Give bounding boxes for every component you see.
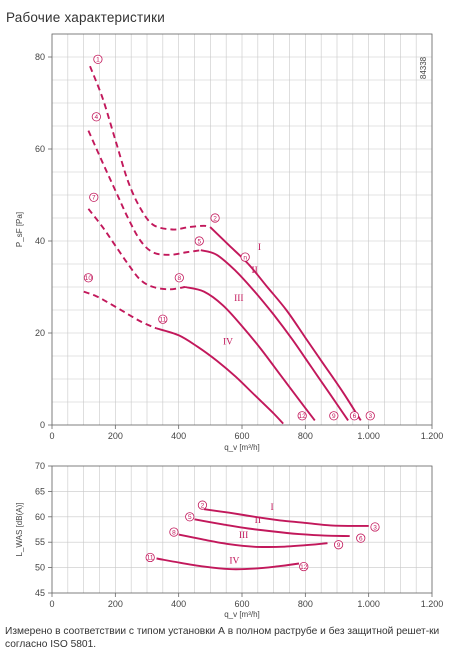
pressure-series-II-line: [200, 249, 349, 421]
pressure-y-tick-label: 80: [35, 52, 45, 62]
pressure-series-label-IV: IV: [223, 338, 233, 348]
noise-series-I-line: [203, 508, 369, 527]
noise-marker-label-2: 2: [201, 502, 205, 509]
pressure-marker-label-7: 7: [92, 195, 96, 202]
pressure-marker-8: [174, 273, 184, 283]
pressure-y-tick-label: 60: [35, 144, 45, 154]
pressure-series-I-line: [209, 226, 362, 421]
noise-y-tick-label: 50: [35, 563, 45, 573]
noise-marker-label-12: 12: [300, 564, 308, 571]
pressure-marker-9: [329, 411, 339, 421]
noise-y-tick-label: 45: [35, 588, 45, 598]
pressure-series-label-I: I: [258, 243, 261, 253]
pressure-x-tick-label: 200: [108, 431, 123, 441]
footer-note: Измерено в соответствии с типом установк…: [5, 626, 440, 650]
pressure-series-III-line: [184, 286, 316, 421]
pressure-marker-11: [158, 314, 168, 324]
pressure-marker-10: [83, 273, 94, 283]
pressure-series-label-II: II: [252, 266, 258, 276]
pressure-marker-6: [349, 411, 360, 421]
noise-series-II-line: [194, 518, 350, 538]
pressure-y-tick-label: 40: [35, 236, 45, 246]
pressure-x-tick-label: 1.200: [421, 431, 444, 441]
noise-marker-12: [299, 561, 309, 572]
noise-x-tick-label: 400: [171, 599, 186, 609]
pressure-marker-7: [89, 192, 99, 202]
noise-marker-label-6: 6: [359, 535, 363, 542]
noise-series-label-IV: IV: [229, 557, 239, 567]
pressure-marker-1: [93, 54, 103, 64]
pressure-marker-n: [240, 252, 250, 262]
pressure-marker-5: [194, 236, 204, 246]
noise-y-tick-label: 70: [35, 461, 45, 471]
pressure-marker-label-n: n: [243, 254, 247, 261]
pressure-x-tick-label: 400: [171, 431, 186, 441]
pressure-marker-label-2: 2: [213, 215, 217, 222]
pressure-marker-label-1: 1: [96, 57, 100, 64]
noise-series-IV-line: [156, 557, 300, 571]
noise-x-tick-label: 600: [234, 599, 249, 609]
noise-x-tick-label: 0: [49, 599, 54, 609]
drawing-id: 84338: [419, 56, 428, 79]
noise-series-III-line: [178, 533, 328, 548]
pressure-marker-label-12: 12: [299, 413, 307, 420]
noise-marker-8: [169, 527, 179, 537]
pressure-axis-label: P_sF [Pa]: [15, 212, 24, 247]
noise-marker-label-9: 9: [337, 542, 341, 549]
noise-marker-2: [197, 500, 208, 510]
pressure-marker-label-6: 6: [353, 413, 357, 420]
noise-marker-9: [333, 540, 344, 550]
pressure-x-tick-label: 1.000: [357, 431, 380, 441]
pressure-series-4-line: [87, 130, 201, 256]
noise-y-tick-label: 60: [35, 512, 45, 522]
pressure-chart: 0 200 400 600 800 1.000 1.200 0 20 40 60 80 q_v [m³/…: [15, 33, 444, 452]
noise-marker-label-5: 5: [188, 514, 192, 521]
noise-series-label-I: I: [271, 503, 274, 513]
noise-y-tick-label: 65: [35, 486, 45, 496]
pressure-x-tick-label: 0: [49, 431, 54, 441]
pressure-series-label-III: III: [234, 294, 244, 304]
noise-series-label-III: III: [239, 531, 249, 541]
pressure-marker-label-9: 9: [332, 413, 336, 420]
pressure-marker-label-8: 8: [177, 275, 181, 282]
pressure-marker-2: [210, 213, 220, 223]
pressure-series-10-line: [83, 290, 157, 330]
noise-marker-6: [356, 533, 366, 543]
noise-marker-label-11: 11: [147, 555, 154, 562]
pressure-y-tick-label: 20: [35, 328, 45, 338]
pressure-y-tick-label: 0: [40, 420, 45, 430]
page-title: Рабочие характеристики: [6, 10, 165, 25]
pressure-marker-12: [297, 411, 307, 421]
pressure-x-axis-label: q_v [m³/h]: [224, 443, 260, 452]
pressure-series-IV-line: [156, 327, 284, 425]
noise-marker-3: [370, 522, 380, 532]
noise-x-tick-label: 1.200: [421, 599, 444, 609]
noise-series-label-II: II: [255, 516, 261, 526]
pressure-x-tick-label: 600: [234, 431, 249, 441]
noise-marker-11: [145, 552, 155, 563]
pressure-x-tick-label: 800: [298, 431, 313, 441]
noise-x-tick-label: 1.000: [357, 599, 380, 609]
pressure-marker-4: [91, 112, 101, 122]
noise-x-tick-label: 800: [298, 599, 313, 609]
noise-marker-label-8: 8: [172, 529, 176, 536]
noise-x-tick-label: 200: [108, 599, 123, 609]
pressure-series-7-line: [87, 208, 186, 291]
noise-axis-label: L_WAS [dB(A)]: [15, 503, 24, 557]
pressure-marker-label-4: 4: [95, 114, 99, 121]
noise-y-tick-label: 55: [35, 537, 45, 547]
pressure-marker-label-5: 5: [197, 238, 201, 245]
pressure-marker-label-10: 10: [85, 275, 93, 282]
pressure-marker-3: [365, 411, 375, 421]
noise-x-axis-label: q_v [m³/h]: [224, 610, 260, 619]
pressure-series-1-line: [89, 65, 211, 231]
noise-marker-label-3: 3: [373, 524, 377, 531]
pressure-marker-label-11: 11: [159, 317, 166, 324]
pressure-marker-label-3: 3: [368, 413, 372, 420]
noise-marker-5: [185, 512, 195, 522]
